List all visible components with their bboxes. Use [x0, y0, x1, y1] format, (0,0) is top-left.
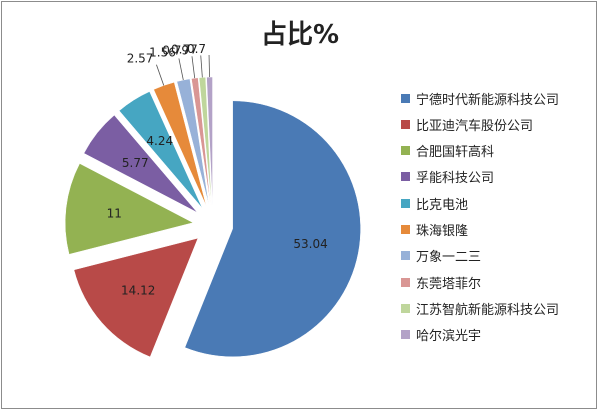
- legend-swatch: [401, 330, 410, 340]
- legend-item: 孚能科技公司: [401, 168, 494, 186]
- legend-label: 万象一二三: [416, 250, 482, 266]
- leader-line-8: [191, 56, 196, 79]
- slice-value-label-10: 0.7: [187, 42, 206, 56]
- legend-item: 比亚迪汽车股份公司: [401, 115, 534, 134]
- legend-label: 珠海银隆: [416, 224, 469, 239]
- slice-value-label-5: 4.24: [146, 134, 173, 148]
- pie-slice-1: [184, 100, 361, 358]
- legend-swatch: [401, 198, 410, 208]
- slice-value-label-7: 1.56: [149, 45, 176, 59]
- legend-item: 江苏智航新能源科技公司: [401, 299, 560, 318]
- pie-slice-9: [198, 76, 212, 206]
- slice-value-label-9: 0.77: [171, 42, 198, 56]
- legend-label: 比克电池: [416, 197, 469, 213]
- pie-slice-6: [153, 81, 207, 207]
- legend-swatch: [401, 303, 410, 313]
- legend-item: 比克电池: [401, 194, 469, 213]
- chart-title: 占比%: [260, 20, 340, 50]
- pie-slice-4: [83, 114, 198, 213]
- pie-slice-5: [118, 91, 203, 209]
- slice-value-label-1: 53.04: [293, 237, 327, 251]
- legend-label: 东莞塔菲尔: [416, 276, 482, 292]
- pie-slice-3: [64, 163, 194, 255]
- leader-line-7: [178, 58, 184, 81]
- legend-label: 江苏智航新能源科技公司: [416, 302, 560, 318]
- legend-item: 东莞塔菲尔: [401, 273, 482, 292]
- legend-swatch: [401, 146, 410, 156]
- slice-value-label-2: 14.12: [121, 283, 155, 297]
- slice-value-label-6: 2.57: [127, 52, 154, 66]
- slice-value-label-3: 11: [107, 207, 122, 221]
- legend-item: 万象一二三: [401, 247, 481, 265]
- leader-line-9: [200, 55, 203, 78]
- legend-swatch: [401, 225, 410, 234]
- legend-label: 比亚迪汽车股份公司: [416, 118, 534, 134]
- legend-swatch: [401, 172, 410, 182]
- leader-line-6: [156, 64, 165, 86]
- legend-item: 哈尔滨光宇: [401, 326, 481, 344]
- legend-swatch: [401, 251, 410, 261]
- pie-slice-7: [176, 78, 210, 206]
- legend-label: 哈尔滨光宇: [416, 329, 482, 345]
- legend-swatch: [401, 277, 410, 287]
- legend-label: 合肥国轩高科: [416, 145, 495, 161]
- legend-item: 珠海银隆: [401, 221, 468, 239]
- slice-value-label-8: 0.79: [162, 43, 189, 57]
- legend-item: 合肥国轩高科: [401, 142, 494, 160]
- legend-item: 宁德时代新能源科技公司: [401, 89, 560, 108]
- legend-swatch: [401, 93, 410, 103]
- legend-label: 宁德时代新能源科技公司: [416, 92, 560, 108]
- legend-swatch: [401, 119, 410, 129]
- leader-line-10: [208, 55, 210, 78]
- legend-label: 孚能科技公司: [416, 171, 495, 187]
- pie-slice-2: [73, 237, 199, 358]
- slice-value-label-4: 5.77: [122, 156, 149, 170]
